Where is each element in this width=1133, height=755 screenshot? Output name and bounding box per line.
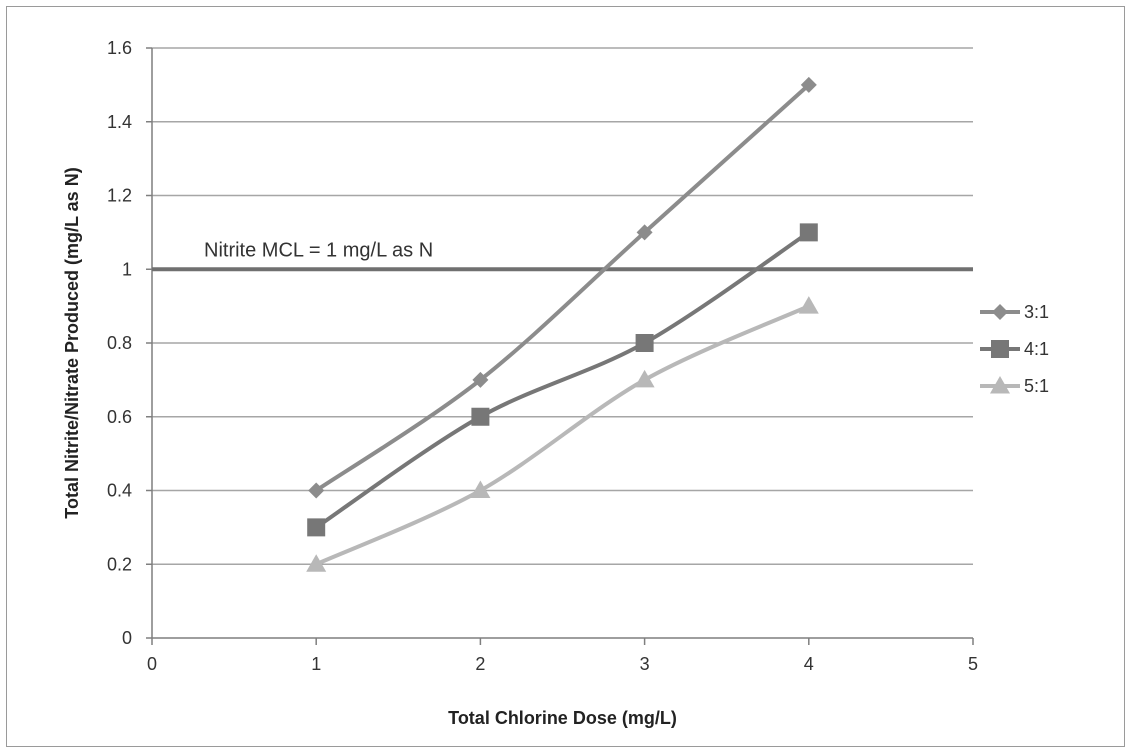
- reference-line-group: Nitrite MCL = 1 mg/L as N: [152, 239, 973, 272]
- data-point: [636, 224, 653, 241]
- y-axis-title: Total Nitrite/Nitrate Produced (mg/L as …: [62, 167, 82, 518]
- axes: [146, 47, 974, 645]
- series-3: [306, 296, 819, 572]
- data-point: [307, 518, 326, 537]
- series-2: [307, 223, 818, 537]
- data-point: [471, 407, 490, 426]
- legend-label: 3:1: [1024, 302, 1049, 322]
- data-point: [308, 482, 325, 499]
- y-tick-label: 1.2: [107, 186, 132, 206]
- y-tick-label: 0.2: [107, 554, 132, 574]
- series-line: [315, 304, 810, 567]
- legend-label: 4:1: [1024, 339, 1049, 359]
- legend-label: 5:1: [1024, 376, 1049, 396]
- y-tick-labels: 0 0.2 0.4 0.6 0.8 1 1.2 1.4 1.6: [107, 38, 132, 648]
- y-tick-label: 0.8: [107, 333, 132, 353]
- y-tick-label: 1.6: [107, 38, 132, 58]
- legend-item: 5:1: [980, 376, 1049, 396]
- x-tick-label: 3: [640, 654, 650, 674]
- reference-line-label: Nitrite MCL = 1 mg/L as N: [204, 239, 433, 261]
- data-point: [470, 480, 491, 498]
- y-tick-label: 0: [122, 628, 132, 648]
- data-point: [634, 369, 655, 388]
- data-point: [798, 296, 819, 314]
- x-tick-label: 2: [475, 654, 485, 674]
- legend-swatch-marker: [990, 376, 1010, 394]
- x-tick-label: 5: [968, 654, 978, 674]
- legend-item: 4:1: [980, 339, 1049, 359]
- x-tick-label: 0: [147, 654, 157, 674]
- data-point: [472, 371, 489, 388]
- chart-frame: [6, 6, 1125, 747]
- data-point: [635, 334, 654, 352]
- series-group: [306, 76, 819, 572]
- legend-swatch-marker: [991, 340, 1009, 358]
- data-point: [800, 76, 817, 93]
- x-axis-title: Total Chlorine Dose (mg/L): [448, 708, 677, 728]
- series-line: [315, 230, 810, 530]
- legend-item: 3:1: [980, 302, 1049, 322]
- x-tick-labels: 0 1 2 3 4 5: [147, 654, 978, 674]
- y-tick-label: 0.6: [107, 407, 132, 427]
- legend: 3:1 4:1 5:1: [980, 302, 1049, 396]
- series-line: [315, 83, 811, 493]
- data-point: [306, 554, 327, 572]
- series-1: [308, 76, 817, 499]
- x-tick-label: 1: [311, 654, 321, 674]
- x-tick-label: 4: [804, 654, 814, 674]
- y-tick-label: 1: [122, 259, 132, 279]
- y-tick-label: 1.4: [107, 112, 132, 132]
- data-point: [799, 223, 818, 242]
- legend-swatch-marker: [992, 304, 1008, 320]
- y-tick-label: 0.4: [107, 481, 132, 501]
